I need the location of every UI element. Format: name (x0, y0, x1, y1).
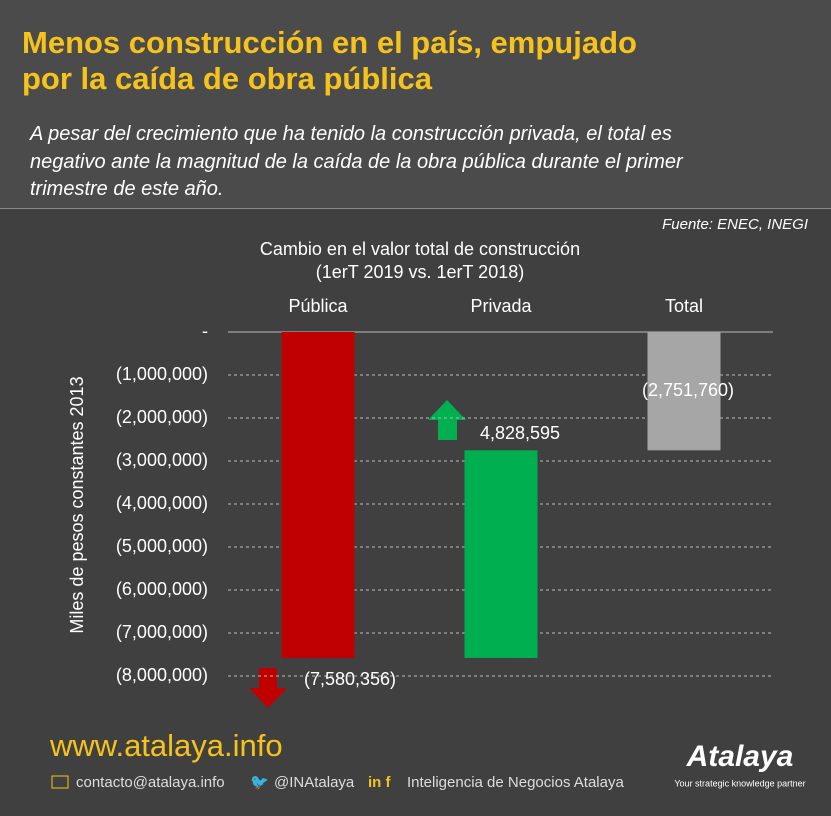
source: Fuente: ENEC, INEGI (662, 216, 808, 233)
data-label: 4,828,595 (480, 423, 560, 443)
website: www.atalaya.info (49, 728, 283, 763)
social-icons: in f (368, 774, 391, 791)
x-tick-label: Pública (288, 296, 348, 316)
y-tick-label: (7,000,000) (116, 622, 208, 642)
arrow-down (249, 668, 287, 708)
title: Menos construcción en el país, empujado (22, 25, 637, 60)
y-tick-label: - (202, 321, 208, 341)
y-tick-label: (4,000,000) (116, 493, 208, 513)
social: Inteligencia de Negocios Atalaya (407, 774, 624, 791)
y-axis-label: Miles de pesos constantes 2013 (67, 376, 87, 633)
x-tick-label: Privada (470, 296, 532, 316)
subtitle: A pesar del crecimiento que ha tenido la… (30, 123, 672, 145)
y-tick-label: (1,000,000) (116, 364, 208, 384)
logo: Atalaya (686, 740, 794, 773)
x-tick-label: Total (665, 296, 703, 316)
arrow-up (428, 400, 466, 440)
subtitle: negativo ante la magnitud de la caída de… (30, 151, 683, 173)
y-tick-label: (8,000,000) (116, 665, 208, 685)
title: por la caída de obra pública (22, 61, 432, 96)
bar (464, 450, 538, 658)
chart-title: (1erT 2019 vs. 1erT 2018) (316, 262, 524, 282)
header: Menos construcción en el país, empujado … (0, 0, 831, 209)
tagline: Your strategic knowledge partner (674, 778, 805, 788)
chart-title: Cambio en el valor total de construcción (260, 239, 580, 259)
email: contacto@atalaya.info (76, 774, 225, 791)
data-label: (2,751,760) (642, 380, 734, 400)
y-tick-label: (2,000,000) (116, 407, 208, 427)
y-tick-label: (6,000,000) (116, 579, 208, 599)
y-tick-label: (3,000,000) (116, 450, 208, 470)
twitter-icon: 🐦 (250, 774, 269, 791)
bar (647, 332, 721, 451)
y-tick-label: (5,000,000) (116, 536, 208, 556)
subtitle: trimestre de este año. (30, 178, 224, 200)
email-icon (51, 775, 69, 789)
twitter: @INAtalaya (274, 774, 355, 791)
data-label: (7,580,356) (304, 669, 396, 689)
bar (281, 332, 355, 658)
